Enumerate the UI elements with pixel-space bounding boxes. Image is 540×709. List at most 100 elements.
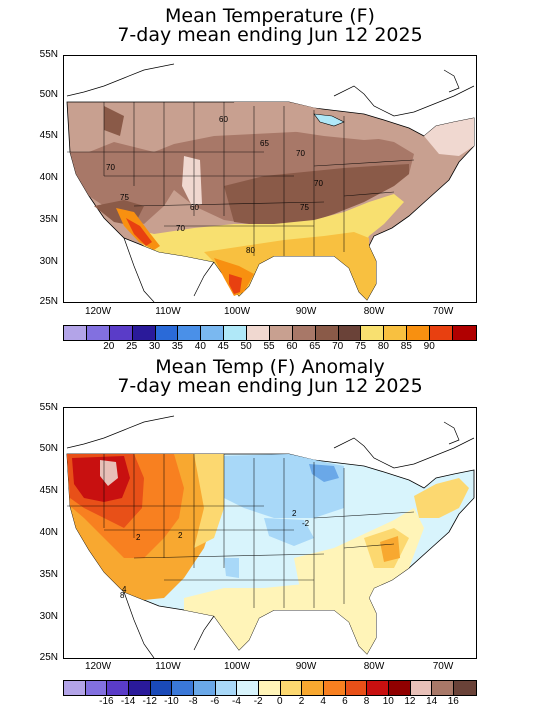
temp-90-texas (229, 274, 242, 294)
colorbar-swatch (389, 681, 411, 695)
colorbar-label: -16 (99, 696, 114, 707)
contour-label: 75 (120, 193, 129, 202)
contour-label: 2 (136, 533, 141, 542)
lat-label: 45N (39, 485, 58, 496)
mean-temp-map-svg: 60 65 70 75 70 75 70 80 60 70 (66, 63, 475, 302)
colorbar-label: -4 (232, 696, 241, 707)
colorbar-swatch (269, 326, 293, 340)
colorbar-label: -12 (142, 696, 157, 707)
colorbar-label: -8 (188, 696, 198, 707)
anomaly-warm-core (100, 460, 118, 486)
contour-label: 70 (314, 179, 323, 188)
colorbar-swatch (150, 681, 173, 695)
colorbar-swatch (178, 326, 202, 340)
colorbar-swatch (407, 326, 430, 340)
mean-temp-title-line1: Mean Temperature (F) (165, 5, 375, 27)
colorbar-label: -10 (164, 696, 179, 707)
colorbar-swatch (247, 326, 270, 340)
lon-label: 70W (432, 306, 454, 317)
lon-label: 110W (155, 661, 181, 672)
lat-label: 25N (39, 652, 58, 663)
lon-label: 100W (223, 306, 251, 317)
contour-label: 8 (120, 591, 125, 600)
colorbar-label: 50 (240, 341, 252, 352)
colorbar-swatch (85, 681, 108, 695)
contour-label: 75 (300, 203, 309, 212)
anomaly-south-yellow (184, 584, 304, 650)
anomaly-warm-northeast (414, 478, 469, 518)
anomaly-contour-labels: -2 2 2 2 4 8 (120, 509, 310, 600)
colorbar-swatch (452, 326, 476, 340)
colorbar-swatch (280, 681, 303, 695)
contour-label: 65 (260, 139, 269, 148)
colorbar-label: 0 (277, 696, 283, 707)
mean-temperature-panel: Mean Temperature (F) 7-day mean ending J… (39, 5, 477, 352)
colorbar-label: 20 (103, 341, 115, 352)
lon-label: 70W (432, 661, 454, 672)
colorbar-swatch (292, 326, 316, 340)
temp-80-band (124, 194, 404, 278)
colorbar-swatch (109, 326, 133, 340)
neighbor-outlines (66, 63, 475, 302)
colorbar-label: 40 (194, 341, 206, 352)
colorbar-label: 6 (342, 696, 348, 707)
lat-label: 45N (39, 130, 58, 141)
lat-label: 55N (39, 49, 58, 60)
temp-cool-northeast (424, 118, 474, 156)
contour-label: 4 (122, 585, 127, 594)
lon-label: 80W (363, 661, 385, 672)
anomaly-map-svg: -2 2 2 2 4 8 (66, 415, 475, 658)
lat-label: 35N (39, 214, 58, 225)
colorbar-label: 14 (426, 696, 438, 707)
lon-label: 90W (295, 306, 317, 317)
colorbar-label: -6 (210, 696, 220, 707)
mean-temp-map: 60 65 70 75 70 75 70 80 60 70 (63, 55, 477, 303)
colorbar-label: 35 (171, 341, 183, 352)
colorbar-label: 16 (447, 696, 459, 707)
colorbar-swatch (430, 326, 453, 340)
lat-label: 40N (39, 527, 58, 538)
great-lakes (313, 113, 345, 127)
colorbar-label: 75 (354, 341, 367, 352)
state-boundaries (67, 102, 415, 256)
colorbar-swatch (361, 326, 385, 340)
colorbar-swatch (259, 681, 281, 695)
colorbar-label: 90 (423, 341, 435, 352)
temp-75-band (224, 164, 409, 226)
anomaly-warm-plains (194, 454, 224, 548)
colorbar-swatch (410, 681, 433, 695)
colorbar-label: 65 (309, 341, 321, 352)
contour-label: -2 (302, 519, 310, 528)
lat-label: 30N (39, 256, 58, 267)
colorbar-swatch (64, 681, 86, 695)
temp-cool-nw (104, 106, 124, 136)
lon-label: 80W (363, 306, 385, 317)
contour-label: 2 (292, 509, 297, 518)
colorbar-swatch (155, 326, 179, 340)
lat-label: 55N (39, 402, 58, 413)
lat-label: 35N (39, 569, 58, 580)
temperature-colorbar (63, 325, 477, 341)
colorbar-swatch (338, 326, 362, 340)
colorbar-label: -14 (120, 696, 136, 707)
colorbar-label: 25 (126, 341, 138, 352)
lon-label: 110W (155, 306, 181, 317)
colorbar-swatch (64, 326, 87, 340)
colorbar-label: 12 (404, 696, 416, 707)
colorbar-swatch (302, 681, 325, 695)
colorbar-label: 8 (363, 696, 370, 707)
lat-label: 50N (39, 443, 58, 454)
lat-label: 30N (39, 611, 58, 622)
lon-label: 120W (84, 661, 112, 672)
colorbar-label: 85 (400, 341, 412, 352)
colorbar-swatch (324, 681, 346, 695)
temp-contour-labels: 60 65 70 75 70 75 70 80 60 70 (106, 115, 323, 255)
anomaly-title-line1: Mean Temp (F) Anomaly (155, 356, 385, 378)
colorbar-swatch (215, 681, 238, 695)
colorbar-label: -2 (253, 696, 263, 707)
colorbar-swatch (315, 326, 339, 340)
mean-temp-title-line2: 7-day mean ending Jun 12 2025 (117, 24, 423, 46)
lon-label: 120W (84, 306, 112, 317)
colorbar-swatch (224, 326, 247, 340)
colorbar-swatch (454, 681, 476, 695)
